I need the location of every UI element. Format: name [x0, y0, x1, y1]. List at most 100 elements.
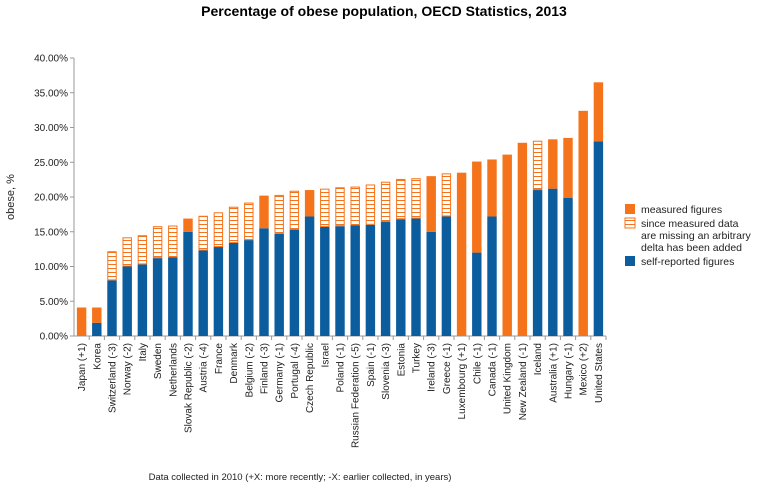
- bar-measured: [92, 307, 102, 323]
- x-tick-label: Norway (-2): [123, 343, 134, 395]
- bar-estimated-delta: [365, 184, 376, 225]
- x-tick-label: Russian Federation (-5): [351, 343, 362, 448]
- x-tick-label: Finland (-3): [260, 343, 271, 394]
- bar-estimated-delta: [122, 237, 132, 267]
- bar-estimated-delta: [198, 215, 208, 251]
- bar-estimated-delta: [274, 194, 284, 234]
- x-tick-label: Iceland: [533, 343, 544, 375]
- bar-estimated-delta: [441, 173, 452, 217]
- x-tick-label: Israel: [320, 343, 331, 367]
- bar-measured: [548, 139, 558, 189]
- bar-measured: [487, 159, 497, 217]
- bar-estimated-delta: [289, 190, 300, 230]
- bar-self-reported: [380, 222, 391, 336]
- y-tick-label: 5.00%: [40, 297, 68, 308]
- x-tick-label: New Zealand (-1): [518, 343, 529, 420]
- bar-self-reported: [396, 219, 406, 336]
- bar-self-reported: [335, 226, 345, 336]
- legend-label: measured figures: [641, 204, 722, 216]
- x-tick-label: Korea: [92, 343, 103, 370]
- bar-measured: [259, 195, 269, 229]
- bar-self-reported: [92, 322, 102, 336]
- bar-estimated-delta: [213, 212, 224, 248]
- legend-label: self-reported figures: [641, 256, 734, 268]
- bar-self-reported: [548, 188, 558, 336]
- y-tick-label: 30.00%: [34, 123, 68, 134]
- bar-self-reported: [350, 225, 360, 336]
- bar-self-reported: [259, 228, 269, 336]
- x-tick-label: Poland (-1): [336, 343, 347, 392]
- legend-swatch: [624, 217, 636, 229]
- legend-swatch: [625, 204, 635, 214]
- bar-self-reported: [244, 240, 254, 336]
- x-tick-label: Estonia: [396, 343, 407, 377]
- x-tick-label: Switzerland (-3): [108, 343, 119, 413]
- bar-estimated-delta: [228, 206, 239, 243]
- bar-self-reported: [426, 231, 436, 336]
- bar-self-reported: [472, 252, 482, 336]
- bar-measured: [578, 110, 588, 336]
- x-tick-label: Turkey: [412, 343, 423, 373]
- bar-estimated-delta: [532, 140, 543, 191]
- bar-estimated-delta: [350, 186, 360, 226]
- x-tick-label: Denmark: [229, 342, 240, 384]
- x-tick-label: Sweden: [153, 343, 164, 379]
- bar-estimated-delta: [380, 181, 391, 223]
- chart-title: Percentage of obese population, OECD Sta…: [201, 3, 567, 19]
- bar-self-reported: [168, 257, 178, 336]
- x-tick-label: Austria (-4): [199, 343, 210, 392]
- bar-estimated-delta: [320, 188, 330, 227]
- bar-measured: [502, 154, 512, 336]
- bar-self-reported: [411, 218, 421, 336]
- bar-estimated-delta: [244, 202, 254, 241]
- x-tick-label: Germany (-1): [275, 343, 286, 402]
- bar-measured: [517, 142, 528, 336]
- y-tick-label: 10.00%: [34, 262, 68, 273]
- bar-self-reported: [137, 264, 148, 336]
- y-tick-label: 20.00%: [34, 193, 68, 204]
- legend-label: delta has been added: [641, 242, 742, 254]
- y-tick-label: 0.00%: [40, 332, 68, 343]
- bar-self-reported: [487, 216, 497, 336]
- bar-measured: [456, 172, 467, 336]
- bar-self-reported: [320, 226, 330, 336]
- bar-self-reported: [152, 258, 163, 336]
- x-tick-label: Hungary (-1): [564, 343, 575, 399]
- x-tick-label: Australia (+1): [548, 343, 559, 403]
- bar-self-reported: [122, 266, 132, 336]
- x-tick-label: Luxembourg (+1): [457, 343, 468, 419]
- bar-estimated-delta: [396, 178, 406, 220]
- bar-measured: [472, 161, 482, 253]
- bar-self-reported: [198, 250, 208, 336]
- bar-estimated-delta: [107, 251, 117, 281]
- bar-estimated-delta: [152, 226, 163, 259]
- bar-self-reported: [228, 242, 239, 336]
- bar-self-reported: [213, 247, 224, 336]
- bar-self-reported: [274, 233, 284, 336]
- legend-label: since measured data: [641, 218, 739, 230]
- x-tick-label: Portugal (-4): [290, 343, 301, 399]
- x-tick-label: Italy: [138, 343, 149, 361]
- bar-measured: [563, 137, 573, 198]
- x-tick-label: Canada (-1): [488, 343, 499, 396]
- bar-self-reported: [107, 280, 117, 336]
- y-tick-label: 15.00%: [34, 227, 68, 238]
- bar-self-reported: [365, 224, 376, 336]
- bar-measured: [426, 176, 436, 232]
- x-axis-footnote: Data collected in 2010 (+X: more recentl…: [149, 472, 452, 483]
- bar-estimated-delta: [168, 225, 178, 258]
- x-tick-label: Netherlands: [168, 343, 179, 397]
- bar-estimated-delta: [137, 235, 148, 265]
- y-tick-label: 35.00%: [34, 88, 68, 99]
- x-tick-label: Slovak Republic (-2): [184, 343, 195, 433]
- bar-self-reported: [441, 216, 452, 336]
- y-axis-label: obese, %: [5, 174, 17, 220]
- bar-measured: [183, 218, 193, 232]
- x-tick-label: Greece (-1): [442, 343, 453, 394]
- bar-self-reported: [289, 229, 300, 336]
- bar-self-reported: [304, 216, 315, 336]
- x-tick-label: Japan (+1): [77, 343, 88, 391]
- bar-measured: [304, 190, 315, 217]
- y-tick-label: 40.00%: [34, 54, 68, 65]
